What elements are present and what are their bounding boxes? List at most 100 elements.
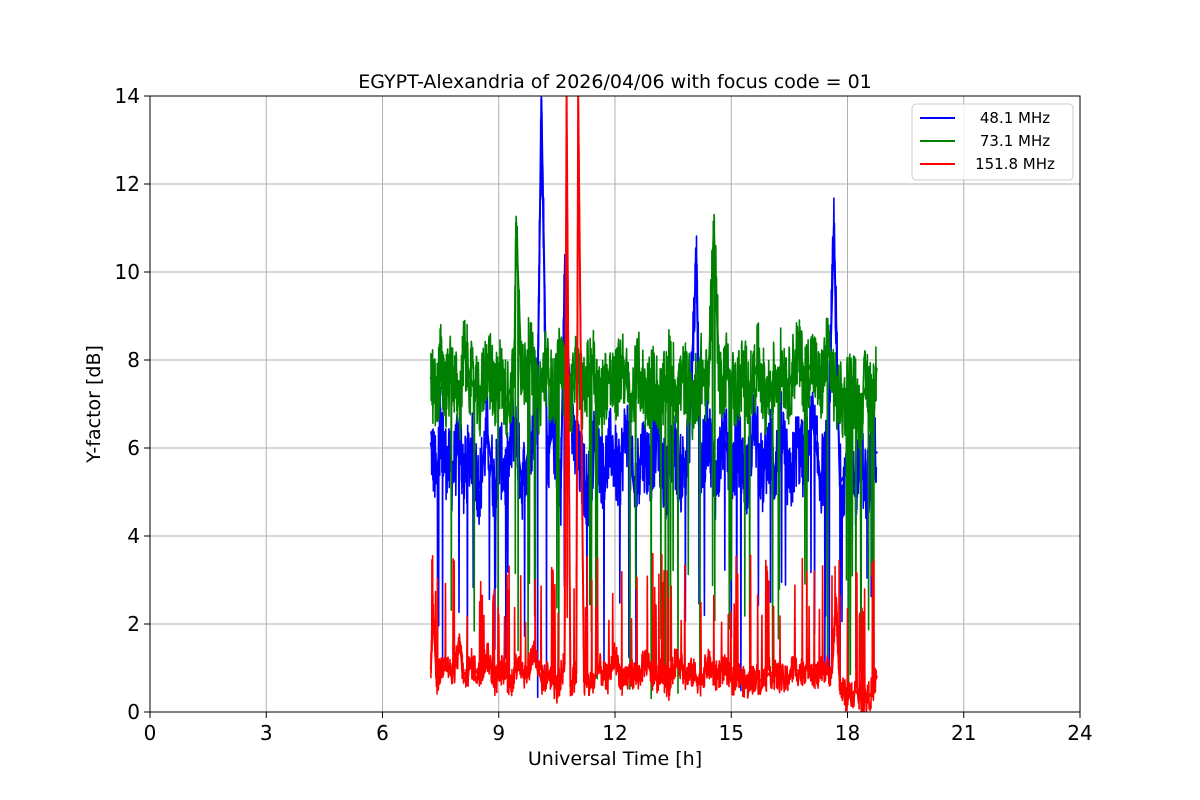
y-axis-label: Y-factor [dB] xyxy=(83,345,105,464)
data-point xyxy=(524,675,528,678)
data-point xyxy=(571,438,574,441)
y-tick-label: 4 xyxy=(127,524,140,548)
series-noise xyxy=(430,97,878,712)
data-point xyxy=(865,380,869,384)
data-point xyxy=(788,486,791,489)
data-point xyxy=(606,376,609,379)
data-point xyxy=(838,482,841,485)
data-point xyxy=(559,358,562,362)
data-point xyxy=(764,398,768,401)
x-tick-label: 0 xyxy=(144,721,157,745)
data-point xyxy=(478,675,481,678)
data-point xyxy=(865,490,869,494)
data-point xyxy=(578,464,582,467)
data-point xyxy=(706,662,710,665)
data-point xyxy=(668,684,671,687)
data-point xyxy=(850,376,853,379)
data-point xyxy=(757,358,760,362)
data-point xyxy=(559,486,562,489)
data-point xyxy=(435,680,438,683)
series-group xyxy=(429,213,878,700)
data-point xyxy=(792,666,795,670)
data-point xyxy=(803,376,807,379)
data-point xyxy=(458,407,462,410)
legend-label: 151.8 MHz xyxy=(975,155,1055,173)
data-point xyxy=(443,455,446,458)
data-point xyxy=(505,398,508,401)
data-point xyxy=(761,680,764,683)
data-point xyxy=(429,376,433,379)
data-point xyxy=(730,680,733,683)
data-point xyxy=(532,649,535,652)
y-tick-label: 0 xyxy=(127,700,140,724)
data-point xyxy=(846,697,849,700)
data-point xyxy=(470,380,473,384)
data-point xyxy=(451,367,454,370)
data-point xyxy=(575,671,578,674)
data-point xyxy=(470,662,473,665)
x-tick-label: 18 xyxy=(835,721,860,745)
data-point xyxy=(613,389,617,392)
data-point xyxy=(451,675,454,678)
data-point xyxy=(683,675,686,678)
data-point xyxy=(815,675,818,678)
data-point xyxy=(621,358,624,362)
data-point xyxy=(493,490,497,494)
data-point xyxy=(602,473,605,476)
data-point xyxy=(691,671,694,674)
x-axis-label: Universal Time [h] xyxy=(528,748,702,770)
data-point xyxy=(505,477,508,480)
data-point xyxy=(854,688,857,692)
data-point xyxy=(613,653,617,656)
data-point xyxy=(515,222,518,225)
data-point xyxy=(485,358,489,362)
data-point xyxy=(439,358,442,362)
data-point xyxy=(536,402,539,406)
x-tick-label: 9 xyxy=(492,721,505,745)
data-point xyxy=(520,385,524,388)
data-point xyxy=(617,477,621,480)
data-point xyxy=(826,345,830,348)
x-tick-label: 6 xyxy=(376,721,389,745)
data-point xyxy=(795,350,799,353)
data-point xyxy=(540,680,543,683)
data-point xyxy=(629,407,632,410)
data-point xyxy=(722,666,725,670)
data-point xyxy=(875,451,878,454)
legend-label: 48.1 MHz xyxy=(980,109,1050,127)
data-point xyxy=(652,380,655,384)
data-point xyxy=(819,477,822,480)
data-point xyxy=(458,644,462,648)
data-point xyxy=(644,658,648,661)
data-point xyxy=(679,473,683,476)
data-point xyxy=(726,363,729,366)
data-point xyxy=(429,666,433,670)
data-point xyxy=(871,398,874,401)
data-point xyxy=(807,662,810,665)
data-point xyxy=(761,477,764,480)
data-point xyxy=(431,609,435,612)
data-point xyxy=(795,442,799,445)
data-point xyxy=(776,675,779,678)
data-point xyxy=(799,671,803,674)
data-point xyxy=(435,402,438,406)
data-point xyxy=(780,363,783,366)
data-point xyxy=(435,482,438,485)
data-point xyxy=(516,658,520,661)
y-tick-label: 6 xyxy=(127,436,140,460)
data-point xyxy=(509,684,512,687)
data-point xyxy=(875,675,878,678)
data-point xyxy=(832,226,836,230)
x-tick-label: 21 xyxy=(951,721,976,745)
data-point xyxy=(493,680,497,683)
data-point xyxy=(547,671,551,674)
data-point xyxy=(637,367,640,370)
data-point xyxy=(753,675,756,678)
data-point xyxy=(629,671,632,674)
data-point xyxy=(443,394,446,397)
data-point xyxy=(811,358,814,362)
data-point xyxy=(652,680,655,683)
y-tick-label: 10 xyxy=(115,260,140,284)
data-point xyxy=(842,402,845,406)
